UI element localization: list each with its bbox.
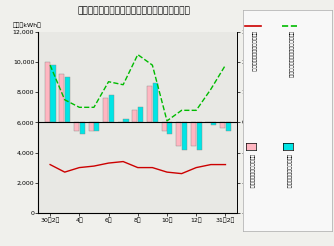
- Bar: [211, 122, 216, 125]
- Text: （％）: （％）: [253, 23, 264, 28]
- Bar: [132, 110, 138, 122]
- Bar: [45, 62, 50, 122]
- Bar: [124, 119, 129, 122]
- Bar: [103, 98, 108, 122]
- Bar: [226, 122, 231, 131]
- Text: 発電前年同月比（確報）: 発電前年同月比（確報）: [286, 154, 290, 188]
- Bar: [94, 122, 99, 131]
- Bar: [182, 122, 187, 150]
- Bar: [167, 122, 172, 134]
- Text: 発電実績前年同月比（確報）: 発電実績前年同月比（確報）: [250, 31, 255, 71]
- Bar: [50, 65, 55, 122]
- Bar: [220, 122, 225, 128]
- Text: 電力需要実績前年同月比（速報）: 電力需要実績前年同月比（速報）: [288, 31, 292, 78]
- Bar: [89, 122, 94, 131]
- Bar: [162, 122, 167, 131]
- Bar: [147, 86, 152, 122]
- Bar: [153, 83, 158, 122]
- Bar: [65, 77, 70, 122]
- Bar: [79, 122, 85, 134]
- Text: 電力需要実績・発電実績及び前年同月比の推移: 電力需要実績・発電実績及び前年同月比の推移: [77, 6, 190, 15]
- Bar: [59, 74, 64, 122]
- Text: （百万kWh）: （百万kWh）: [13, 23, 41, 28]
- Bar: [109, 95, 114, 122]
- Bar: [74, 122, 79, 131]
- Bar: [196, 122, 202, 150]
- Bar: [191, 122, 196, 146]
- Text: 需要前年同月比（速報）: 需要前年同月比（速報）: [249, 154, 254, 188]
- Bar: [138, 107, 143, 122]
- Bar: [176, 122, 181, 146]
